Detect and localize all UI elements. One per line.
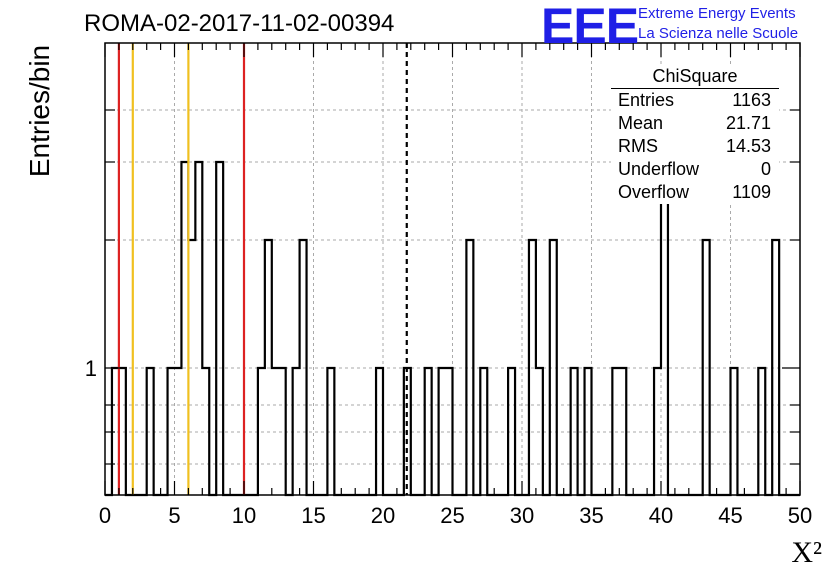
stats-row-entries: Entries 1163 bbox=[611, 89, 779, 112]
stats-box: ChiSquare Entries 1163 Mean 21.71 RMS 14… bbox=[611, 64, 779, 204]
x-tick-label: 30 bbox=[510, 503, 534, 528]
axis-ticks bbox=[104, 43, 801, 495]
stats-value: 1163 bbox=[732, 90, 771, 110]
x-tick-label: 15 bbox=[301, 503, 325, 528]
stats-row-mean: Mean 21.71 bbox=[611, 112, 779, 135]
logo-caption: Extreme Energy Events La Scienza nelle S… bbox=[638, 4, 798, 44]
chart-title: ROMA-02-2017-11-02-00394 bbox=[84, 10, 395, 37]
x-tick-label: 35 bbox=[579, 503, 603, 528]
reference-lines bbox=[117, 43, 408, 495]
stats-value: 21.71 bbox=[725, 113, 771, 133]
x-axis-label: X² bbox=[791, 536, 822, 569]
x-tick-label: 0 bbox=[99, 503, 111, 528]
stats-label: Underflow bbox=[618, 159, 700, 179]
eee-logo: EEE bbox=[541, 0, 639, 54]
stats-row-rms: RMS 14.53 bbox=[611, 135, 779, 158]
x-tick-label: 5 bbox=[168, 503, 180, 528]
stats-title: ChiSquare bbox=[611, 64, 779, 89]
stats-label: Mean bbox=[618, 113, 664, 133]
stats-value: 0 bbox=[760, 159, 771, 179]
x-tick-label: 25 bbox=[440, 503, 464, 528]
x-tick-label: 45 bbox=[718, 503, 742, 528]
axis-tick-labels: 0 5 10 15 20 25 30 35 40 45 50 1 bbox=[85, 356, 812, 528]
y-axis-label: Entries/bin bbox=[24, 44, 55, 178]
stats-label: Overflow bbox=[618, 182, 690, 202]
x-tick-label: 10 bbox=[232, 503, 256, 528]
stats-row-underflow: Underflow 0 bbox=[611, 158, 779, 181]
y-tick-label: 1 bbox=[85, 356, 97, 381]
logo-caption-line1: Extreme Energy Events bbox=[638, 5, 796, 22]
x-tick-label: 50 bbox=[788, 503, 812, 528]
x-tick-label: 20 bbox=[371, 503, 395, 528]
stats-value: 1109 bbox=[732, 182, 771, 202]
stats-label: RMS bbox=[618, 136, 658, 156]
logo-caption-line2: La Scienza nelle Scuole bbox=[638, 25, 799, 42]
x-tick-label: 40 bbox=[649, 503, 673, 528]
stats-row-overflow: Overflow 1109 bbox=[611, 181, 779, 204]
stats-value: 14.53 bbox=[725, 136, 771, 156]
stats-label: Entries bbox=[618, 90, 675, 110]
